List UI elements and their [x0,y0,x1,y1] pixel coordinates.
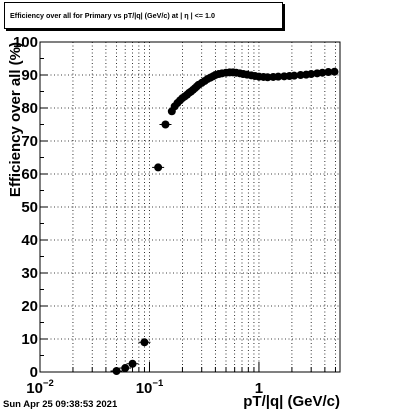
tick-labels: 0 10 20 30 40 50 60 70 80 90 100 10−2 10−1 1 [13,34,263,397]
y-axis-title: Efficiency over all (%) [7,42,24,197]
data-point [318,68,327,77]
data-point [140,338,149,347]
data-point [112,367,121,376]
data-point [274,72,283,81]
y-tick-label: 90 [21,67,38,84]
y-tick-label: 0 [30,364,38,381]
y-tick-label: 10 [21,331,38,348]
y-tick-label: 100 [13,34,38,51]
plot-frame [39,41,341,373]
y-tick-label: 20 [21,298,38,315]
chart-title: Efficiency over all for Primary vs pT/|q… [4,2,283,29]
timestamp: Sun Apr 25 09:38:53 2021 [3,399,118,410]
grid [40,42,340,372]
x-tick-label: 10−1 [136,378,164,397]
x-tick-label: 10−2 [26,378,54,397]
axis-ticks [39,41,336,373]
y-tick-label: 30 [21,265,38,282]
y-tick-label: 50 [21,199,38,216]
y-tick-label: 60 [21,166,38,183]
data-point [161,120,170,129]
data-point [154,163,163,172]
y-tick-label: 70 [21,133,38,150]
data-point [324,68,333,77]
data-point [330,67,339,76]
data-point [307,70,316,79]
data-point [128,359,137,368]
data-point [121,364,130,373]
x-axis-title: pT/|q| (GeV/c) [243,393,340,410]
data-points [110,67,339,376]
y-tick-label: 40 [21,232,38,249]
x-tick-label: 1 [255,380,263,397]
y-tick-label: 80 [21,100,38,117]
data-point [290,71,299,80]
